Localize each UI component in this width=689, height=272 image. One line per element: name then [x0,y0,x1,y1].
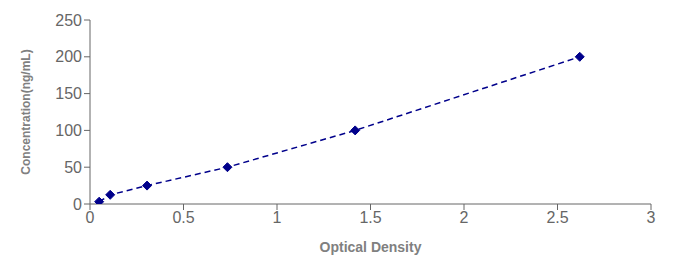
svg-text:0.5: 0.5 [172,209,194,226]
svg-text:Concentration(ng/mL): Concentration(ng/mL) [19,49,33,174]
svg-text:0: 0 [86,209,95,226]
svg-text:150: 150 [55,85,82,102]
svg-text:3: 3 [647,209,656,226]
svg-text:50: 50 [64,159,82,176]
svg-text:100: 100 [55,122,82,139]
svg-text:2.5: 2.5 [546,209,568,226]
svg-text:2: 2 [460,209,469,226]
svg-text:1.5: 1.5 [359,209,381,226]
svg-text:0: 0 [73,196,82,213]
svg-text:250: 250 [55,12,82,29]
svg-text:1: 1 [273,209,282,226]
svg-text:200: 200 [55,48,82,65]
svg-text:Optical Density: Optical Density [320,239,422,255]
